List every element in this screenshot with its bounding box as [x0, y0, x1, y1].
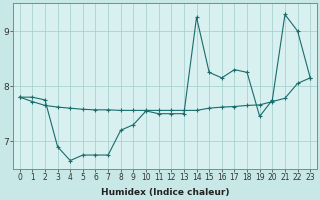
X-axis label: Humidex (Indice chaleur): Humidex (Indice chaleur)	[101, 188, 229, 197]
